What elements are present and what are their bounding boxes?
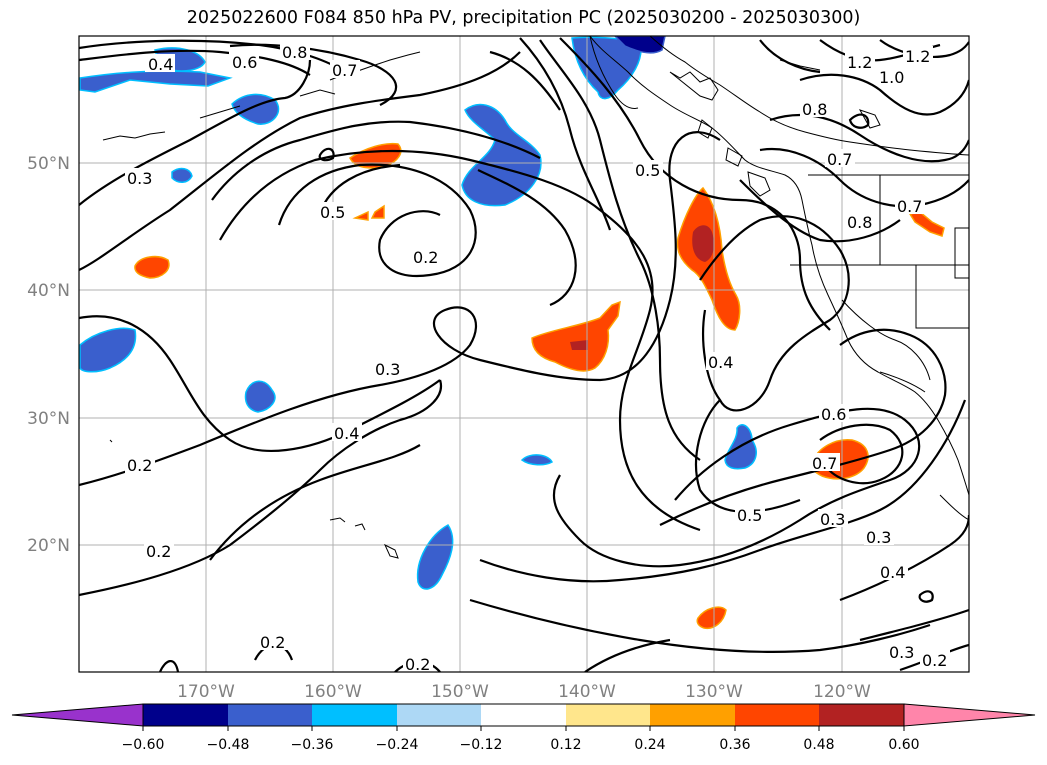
colorbar-tick-label: 0.36 [719, 737, 750, 753]
colorbar-tick-label: 0.12 [550, 737, 581, 753]
lon-tick-label: 160°W [304, 682, 362, 702]
colorbar-bin [735, 704, 819, 726]
lon-tick-label: 140°W [558, 682, 616, 702]
colorbar-extend-max [903, 703, 1036, 727]
colorbar: −0.60 −0.48 −0.36 −0.24 −0.12 0.12 0.24 … [11, 703, 1036, 753]
contour-label: 0.7 [897, 197, 922, 216]
colorbar-tick-label: 0.24 [634, 737, 665, 753]
colorbar-tick-label: 0.48 [803, 737, 834, 753]
colorbar-bin [228, 704, 312, 726]
contour-label: 0.2 [413, 248, 438, 267]
colorbar-bin [397, 704, 481, 726]
map-frame [78, 35, 970, 673]
lat-tick-label: 30°N [27, 409, 70, 429]
contour-label: 0.8 [847, 213, 872, 232]
contour-label: 1.0 [879, 68, 904, 87]
contour-label: 0.3 [820, 510, 845, 529]
contour-labels: 0.4 0.6 0.8 0.7 1.2 1.2 1.0 0.8 0.7 0.8 … [125, 42, 950, 674]
precip-positive-areas [134, 142, 945, 630]
lat-tick-label: 40°N [27, 281, 70, 301]
contour-label: 1.2 [905, 47, 930, 66]
contour-label: 0.2 [127, 456, 152, 475]
contour-label: 1.2 [847, 53, 872, 72]
lon-tick-label: 130°W [685, 682, 743, 702]
colorbar-bin [481, 704, 566, 726]
lon-tick-label: 170°W [177, 682, 235, 702]
contour-label: 0.3 [889, 643, 914, 662]
colorbar-bin [566, 704, 650, 726]
colorbar-frame [142, 703, 905, 727]
colorbar-bin [650, 704, 735, 726]
contour-label: 0.3 [866, 528, 891, 547]
figure-title: 2025022600 F084 850 hPa PV, precipitatio… [186, 8, 861, 28]
colorbar-extend-min [11, 703, 144, 727]
lat-tick-label: 50°N [27, 154, 70, 174]
lon-tick-labels: 170°W 160°W 150°W 140°W 130°W 120°W [177, 682, 871, 702]
map-background [79, 36, 969, 672]
contour-label: 0.3 [127, 169, 152, 188]
contour-label: 0.4 [708, 353, 733, 372]
colorbar-tick-label: −0.60 [122, 737, 165, 753]
contour-label: 0.7 [827, 150, 852, 169]
graticule [79, 36, 969, 672]
contour-label: 0.5 [320, 203, 345, 222]
colorbar-bin [143, 704, 228, 726]
contour-label: 0.8 [282, 43, 307, 62]
lon-tick-label: 150°W [431, 682, 489, 702]
lat-tick-labels: 50°N 40°N 30°N 20°N [27, 154, 70, 556]
lon-tick-label: 120°W [813, 682, 871, 702]
contour-label: 0.2 [405, 655, 430, 674]
contour-label: 0.2 [922, 651, 947, 670]
contour-label: 0.3 [375, 360, 400, 379]
contour-label: 0.8 [802, 100, 827, 119]
colorbar-bin [312, 704, 397, 726]
lat-tick-label: 20°N [27, 536, 70, 556]
colorbar-tick-label: −0.24 [376, 737, 419, 753]
colorbar-tick-label: −0.12 [460, 737, 503, 753]
contour-label: 0.5 [635, 161, 660, 180]
contour-label: 0.2 [146, 542, 171, 561]
colorbar-tick-label: −0.48 [207, 737, 250, 753]
precip-negative-areas [79, 36, 757, 590]
colorbar-bin [819, 704, 904, 726]
pv-contours [79, 37, 969, 672]
contour-label: 0.4 [148, 55, 173, 74]
contour-label: 0.6 [821, 405, 846, 424]
colorbar-tick-label: −0.36 [291, 737, 334, 753]
contour-label: 0.4 [334, 424, 359, 443]
colorbar-tick-label: 0.60 [888, 737, 919, 753]
contour-label: 0.7 [332, 61, 357, 80]
contour-label: 0.2 [260, 633, 285, 652]
contour-label: 0.5 [737, 506, 762, 525]
contour-label: 0.4 [880, 563, 905, 582]
contour-label: 0.6 [232, 53, 257, 72]
contour-label: 0.7 [812, 454, 837, 473]
